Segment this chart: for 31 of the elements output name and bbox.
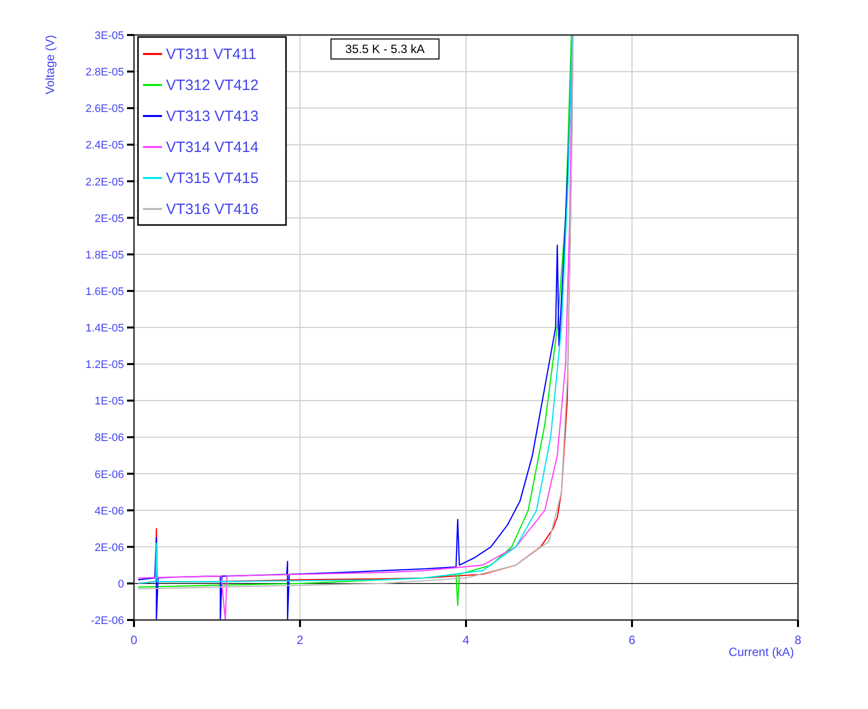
y-axis-title: Voltage (V) [43,35,57,94]
x-tick-label: 4 [462,633,470,647]
y-tick-label: 8E-06 [94,432,124,444]
y-tick-label: 1.6E-05 [85,286,124,298]
y-tick-label: -2E-06 [90,615,124,627]
y-tick-label: 2.4E-05 [85,140,124,152]
y-tick-label: 2E-06 [94,542,124,554]
y-tick-label: 0 [118,578,124,590]
y-tick-label: 2E-05 [94,212,124,225]
x-tick-label: 6 [628,633,636,647]
y-tick-label: 1E-05 [94,396,124,408]
y-tick-label: 6E-06 [94,468,124,481]
x-tick-label: 2 [296,633,304,647]
legend-label: VT314 VT414 [166,139,259,156]
legend-label: VT312 VT412 [166,77,259,94]
y-tick-label: 2.8E-05 [85,66,124,79]
y-tick-label: 4E-06 [94,505,124,518]
x-tick-label: 0 [130,633,138,647]
legend-label: VT316 VT416 [166,201,259,218]
legend-label: VT313 VT413 [166,108,259,125]
x-axis-title: Current (kA) [728,645,794,659]
legend-label: VT315 VT415 [166,170,259,187]
y-tick-label: 1.4E-05 [85,322,124,334]
y-tick-label: 2.6E-05 [85,103,124,116]
y-tick-label: 1.2E-05 [85,359,124,372]
annotation: 35.5 K - 5.3 kA [345,42,425,56]
y-tick-label: 1.8E-05 [85,249,124,262]
y-tick-label: 3E-05 [94,30,124,42]
y-tick-label: 2.2E-05 [85,176,124,188]
x-tick-label: 8 [794,633,802,647]
legend-label: VT311 VT411 [166,46,256,63]
